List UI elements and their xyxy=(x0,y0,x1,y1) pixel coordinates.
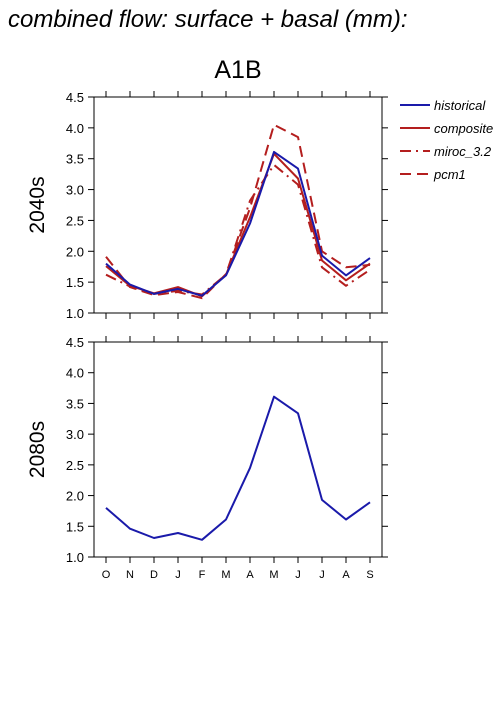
legend-label: composite xyxy=(434,121,493,136)
y-tick-label: 4.5 xyxy=(66,90,84,105)
legend-label: historical xyxy=(434,98,486,113)
row-label: 2040s xyxy=(26,176,49,233)
y-tick-label: 2.5 xyxy=(66,458,84,473)
figure-title: combined flow: surface + basal (mm): xyxy=(8,6,408,33)
x-tick-label: M xyxy=(221,569,230,581)
row-label: 2080s xyxy=(26,421,49,478)
y-tick-label: 4.5 xyxy=(66,335,84,350)
y-tick-label: 4.0 xyxy=(66,366,84,381)
legend: historical composite miroc_3.2 pcm1 xyxy=(400,98,493,182)
series-line-historical xyxy=(105,395,371,541)
x-tick-label: J xyxy=(295,569,301,581)
y-tick-label: 2.0 xyxy=(66,244,84,259)
plot-frame xyxy=(93,96,383,314)
y-tick-label: 3.5 xyxy=(66,396,84,411)
x-tick-label: A xyxy=(246,569,254,581)
series-line-historical xyxy=(105,150,371,297)
series-line-composite xyxy=(105,152,371,298)
x-tick-label: J xyxy=(175,569,181,581)
legend-label: miroc_3.2 xyxy=(434,144,492,159)
scenario-title: A1B xyxy=(214,56,262,84)
y-tick-label: 4.0 xyxy=(66,121,84,136)
x-tick-label: F xyxy=(199,569,206,581)
x-tick-label: M xyxy=(269,569,278,581)
y-tick-label: 1.0 xyxy=(66,550,84,565)
x-tick-label: A xyxy=(342,569,350,581)
y-tick-label: 3.5 xyxy=(66,152,84,167)
y-tick-label: 3.0 xyxy=(66,183,84,198)
y-tick-label: 1.5 xyxy=(66,519,84,534)
x-tick-label: O xyxy=(102,569,111,581)
x-tick-label: S xyxy=(366,569,373,581)
legend-label: pcm1 xyxy=(433,167,466,182)
x-tick-label: J xyxy=(319,569,325,581)
x-tick-label: N xyxy=(126,569,134,581)
y-tick-label: 2.0 xyxy=(66,489,84,504)
y-tick-label: 2.5 xyxy=(66,213,84,228)
y-tick-label: 1.5 xyxy=(66,275,84,290)
plot-frame xyxy=(93,341,383,558)
panel-2040s: 1.0 1.5 2.0 2.5 3.0 3.5 4.0 4.5 2040s xyxy=(26,90,388,321)
series-line-miroc_3.2 xyxy=(105,163,371,296)
y-tick-label: 1.0 xyxy=(66,306,84,321)
y-tick-label: 3.0 xyxy=(66,427,84,442)
series-line-pcm1 xyxy=(105,123,371,300)
x-tick-label: D xyxy=(150,569,158,581)
panel-2080s: 1.0 1.5 2.0 2.5 3.0 3.5 4.0 4.5 O N D J F M A M J J A S 2080… xyxy=(26,335,388,581)
